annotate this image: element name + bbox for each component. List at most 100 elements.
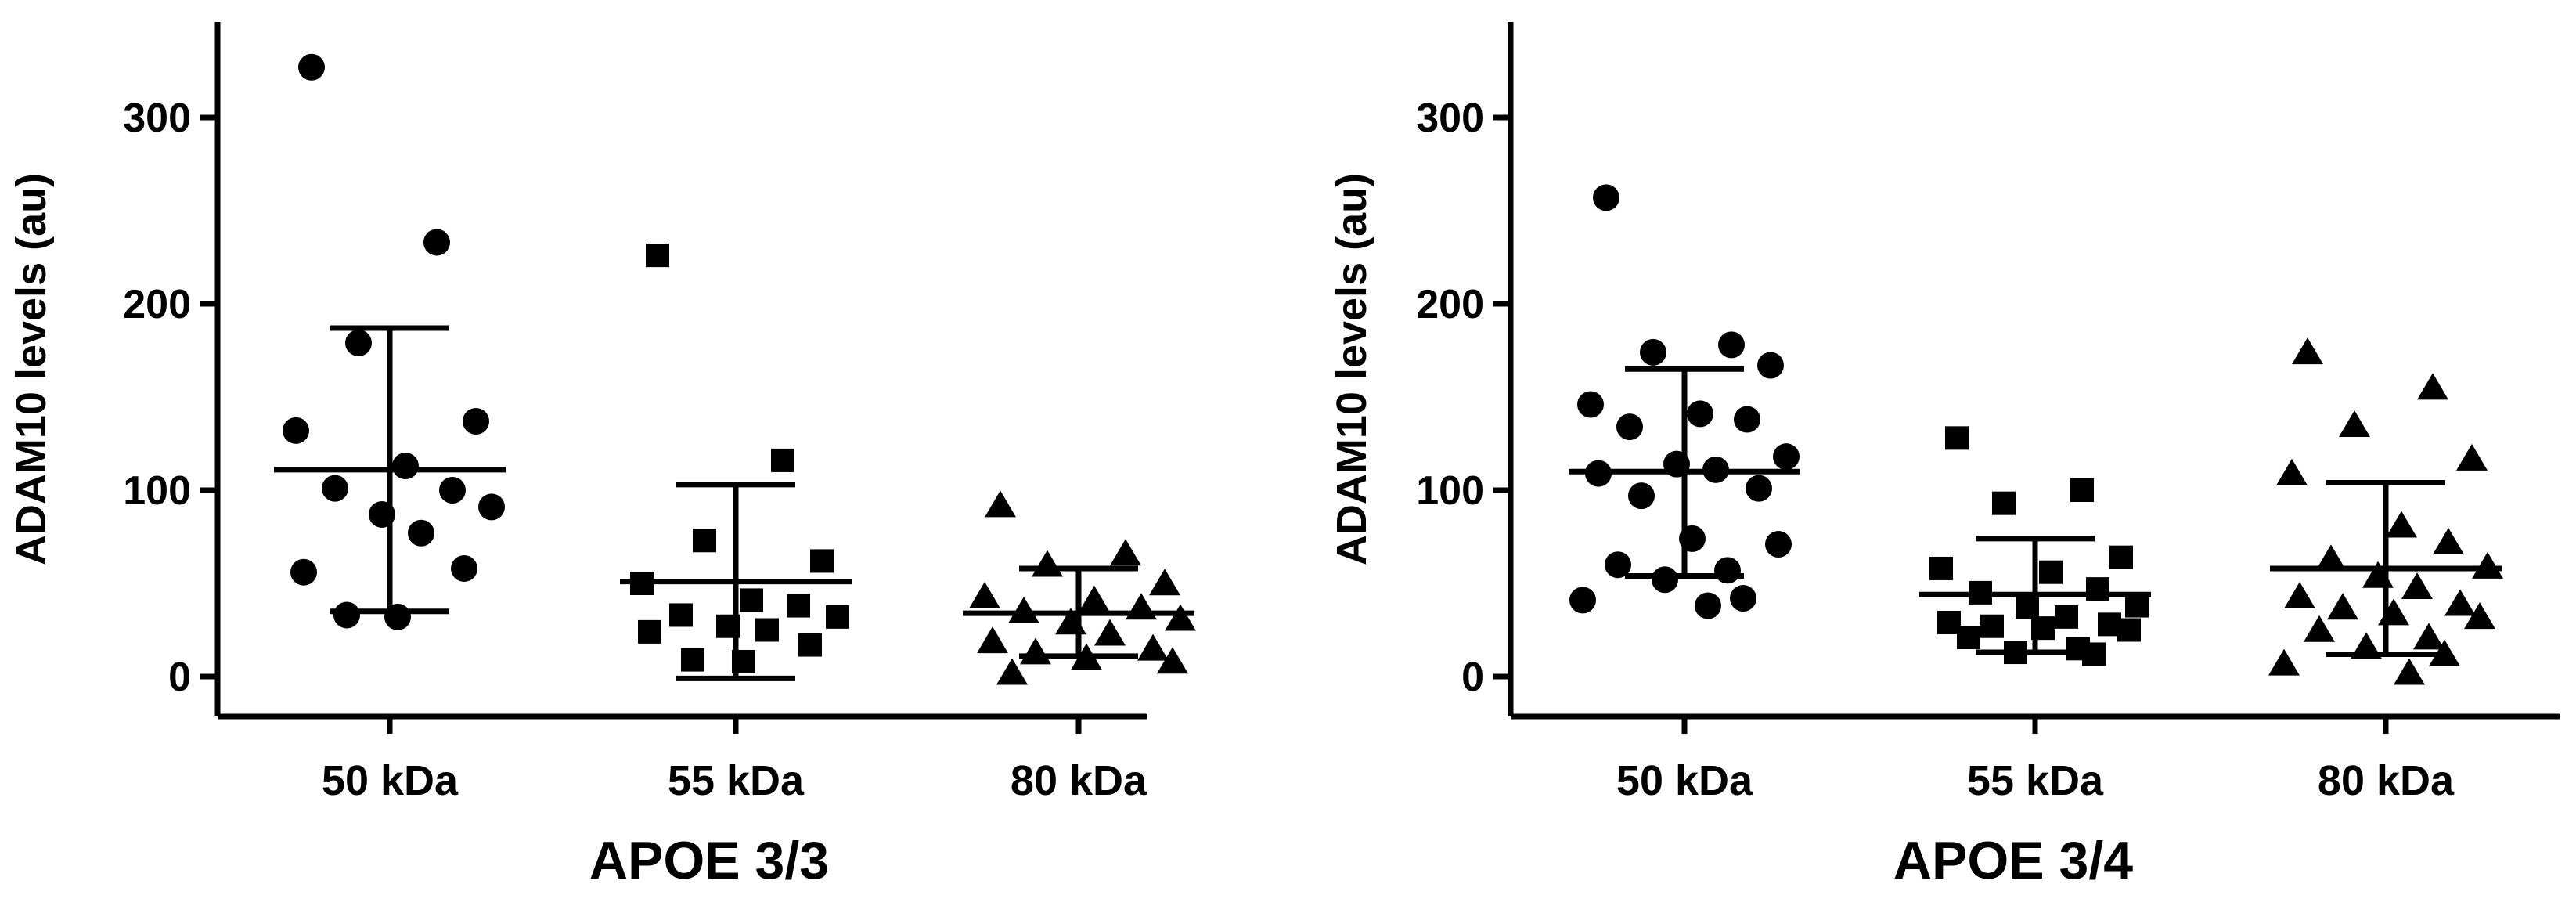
data-point <box>1695 592 1721 619</box>
data-point <box>1071 643 1102 670</box>
data-point <box>1605 551 1631 579</box>
data-point <box>1577 391 1604 418</box>
data-point <box>2086 577 2109 601</box>
data-point <box>2276 458 2308 485</box>
data-point <box>787 594 810 618</box>
data-point <box>2292 337 2323 365</box>
data-point <box>755 618 779 642</box>
data-point <box>2125 594 2149 618</box>
data-point <box>2268 648 2300 676</box>
data-point <box>298 53 325 81</box>
data-point <box>2378 598 2409 626</box>
data-point <box>1055 608 1086 635</box>
data-point <box>2082 642 2106 666</box>
data-point <box>2456 443 2488 471</box>
x-axis-title: APOE 3/3 <box>589 831 829 890</box>
data-point <box>2016 595 2039 619</box>
data-point <box>630 572 654 595</box>
data-point <box>1165 604 1196 631</box>
data-point <box>1929 556 1953 580</box>
data-point <box>1746 475 1772 502</box>
data-point <box>1773 443 1800 471</box>
data-point <box>1079 585 1110 612</box>
data-point <box>408 519 434 547</box>
x-tick-label: 55 kDa <box>668 757 805 804</box>
data-point <box>283 417 309 444</box>
data-point <box>1640 338 1666 366</box>
series-55-kda <box>1919 426 2151 666</box>
data-point <box>1157 647 1188 674</box>
data-point <box>1969 580 1992 605</box>
data-point <box>2351 632 2382 659</box>
data-point <box>1149 569 1180 596</box>
data-point <box>969 581 1000 608</box>
data-point <box>478 493 505 521</box>
data-point <box>451 554 477 582</box>
y-tick-label: 200 <box>123 282 191 327</box>
data-point <box>439 477 466 504</box>
data-point <box>826 605 849 629</box>
data-point <box>1957 626 1980 650</box>
data-point <box>1569 587 1596 614</box>
data-point <box>1593 184 1619 211</box>
data-point <box>1652 566 1678 594</box>
data-point <box>740 588 763 612</box>
x-tick-label: 55 kDa <box>1967 757 2104 804</box>
data-point <box>1702 456 1729 483</box>
x-tick-label: 80 kDa <box>1011 757 1147 804</box>
data-point <box>1734 406 1760 433</box>
data-point <box>1126 593 1157 620</box>
data-point <box>638 619 661 644</box>
data-point <box>1945 426 1969 450</box>
data-point <box>1980 614 2004 638</box>
y-tick-label: 100 <box>1416 468 1484 514</box>
data-point <box>2327 593 2358 620</box>
series-50-kda <box>274 53 506 630</box>
y-tick-label: 0 <box>1461 655 1484 700</box>
data-point <box>771 448 794 472</box>
data-point <box>2417 373 2448 400</box>
data-point <box>369 500 395 528</box>
x-axis-title: APOE 3/4 <box>1893 831 2133 890</box>
data-point <box>1137 633 1169 661</box>
data-point <box>2031 616 2055 641</box>
data-point <box>681 648 704 672</box>
data-point <box>2429 639 2460 666</box>
data-point <box>732 649 755 673</box>
data-point <box>1616 413 1643 441</box>
data-point <box>384 603 411 630</box>
data-point <box>2117 618 2141 642</box>
chart-panel-2: 0 100 200 300 50 kDa 55 kDa 80 kDa APOE 3/4 ADAM… <box>1328 22 2560 890</box>
x-tick-label: 80 kDa <box>2318 757 2455 804</box>
data-point <box>977 626 1008 654</box>
data-point <box>1687 400 1713 428</box>
series-55-kda <box>620 244 852 681</box>
data-point <box>1094 619 1126 646</box>
data-point <box>1730 585 1756 612</box>
data-point <box>2109 545 2133 569</box>
data-point <box>2039 560 2063 584</box>
data-point <box>2055 605 2078 629</box>
data-point <box>1008 597 1039 623</box>
data-point <box>392 453 419 480</box>
data-point <box>1714 557 1741 584</box>
data-point <box>669 603 693 627</box>
data-point <box>1585 460 1612 487</box>
data-point <box>333 601 360 629</box>
data-point <box>1020 637 1051 665</box>
data-point <box>2362 561 2394 588</box>
data-point <box>463 407 489 435</box>
data-point <box>2433 527 2464 554</box>
data-point <box>2444 589 2476 616</box>
data-point <box>1663 450 1690 478</box>
data-point <box>716 614 740 638</box>
data-point <box>423 229 450 256</box>
data-point <box>2339 410 2370 437</box>
data-point <box>1757 352 1784 379</box>
x-tick-label: 50 kDa <box>322 757 459 804</box>
data-point <box>290 558 317 586</box>
data-point <box>2386 511 2417 538</box>
data-point <box>322 475 348 502</box>
data-point <box>2413 623 2444 650</box>
